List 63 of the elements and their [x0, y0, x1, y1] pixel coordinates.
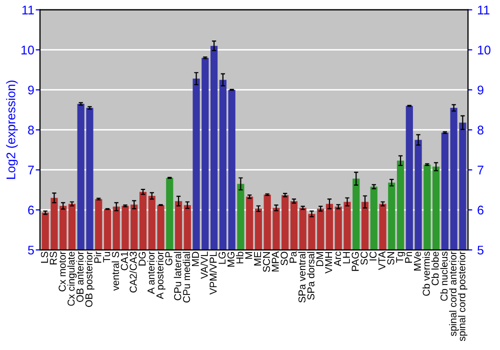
x-tick-label: RS [50, 252, 57, 264]
x-tick-label: Cx motor [58, 251, 66, 292]
x-tick-label: SPa dorsal [307, 252, 314, 300]
x-tick-label: OB anterior [76, 251, 84, 302]
x-tick-label: CPu lateral [174, 252, 182, 300]
x-tick-label: GP [165, 252, 172, 266]
x-tick-label: spinal cord anterior [449, 251, 458, 336]
y-tick-label: 9 [28, 86, 34, 94]
x-tick-label: OB posterior [85, 251, 94, 307]
x-tick-label: DM [316, 252, 324, 266]
x-tick-label: IC [369, 252, 377, 260]
y-tick-label: 10 [21, 46, 34, 54]
x-tick-label: SN [387, 252, 394, 265]
x-tick-label: DG [138, 252, 146, 266]
y-axis-title: Log2 (expression) [6, 80, 18, 179]
x-tick-label: A posterior [156, 251, 166, 300]
x-tick-label: Tu [103, 252, 110, 262]
x-tick-label: PAG [352, 252, 359, 271]
x-tick-label: A anterior [147, 251, 155, 294]
x-tick-label: Tg [396, 252, 406, 263]
x-tick-label: MVe [414, 252, 421, 270]
x-tick-label: Pa [290, 251, 297, 263]
x-tick-label: M [245, 252, 252, 259]
x-tick-label: VA/VL [200, 252, 208, 279]
x-tick-label: LS [40, 252, 48, 263]
x-tick-label: CA2/CA3 [129, 252, 137, 292]
y2-tick-label: 7 [478, 166, 484, 174]
x-tick-label: SC [360, 252, 368, 265]
x-tick-label: MPA [272, 251, 279, 272]
x-tick-label: MG [227, 252, 234, 267]
y2-tick-label: 10 [478, 46, 490, 54]
x-tick-label: Pir [94, 251, 102, 263]
x-tick-label: LH [342, 252, 350, 264]
y-tick-label: 6 [28, 206, 34, 215]
x-tick-label: VTA [378, 251, 386, 270]
x-tick-label: SPa ventral [298, 252, 306, 303]
x-tick-label: CPu medial [182, 252, 190, 302]
y-tick-label: 7 [28, 166, 34, 174]
y2-tick-label: 8 [478, 126, 484, 134]
x-tick-label: MD [192, 252, 199, 266]
y2-tick-label: 6 [478, 206, 484, 215]
x-tick-label: Cb vermis [422, 252, 430, 296]
y-tick-label: 5 [28, 246, 34, 255]
x-tick-label: spinal cord posterior [458, 251, 468, 342]
x-tick-label: LG [218, 252, 226, 264]
x-tick-label: VMH [325, 252, 332, 274]
x-tick-label: Cx cingulate [67, 252, 77, 306]
x-tick-label: Hb [236, 252, 244, 264]
x-tick-label: SO [280, 252, 288, 266]
y2-tick-label: 5 [478, 246, 484, 255]
x-tick-label: SCN [262, 252, 270, 272]
y-tick-label: 11 [22, 6, 34, 14]
y-tick-label: 8 [28, 126, 34, 134]
x-tick-label: VPM/VPL [209, 252, 217, 295]
x-tick-label: CA1 [120, 252, 128, 270]
x-tick-label: Cb nucleus [440, 252, 448, 301]
x-tick-label: Cb lobe [431, 252, 439, 286]
x-tick-label: ventral S [112, 252, 120, 291]
y2-tick-label: 9 [478, 86, 484, 94]
x-tick-label: ME [254, 252, 262, 266]
x-tick-label: Pn [405, 252, 412, 263]
y2-tick-label: 11 [478, 6, 490, 14]
x-tick-label: Arc [334, 252, 342, 266]
